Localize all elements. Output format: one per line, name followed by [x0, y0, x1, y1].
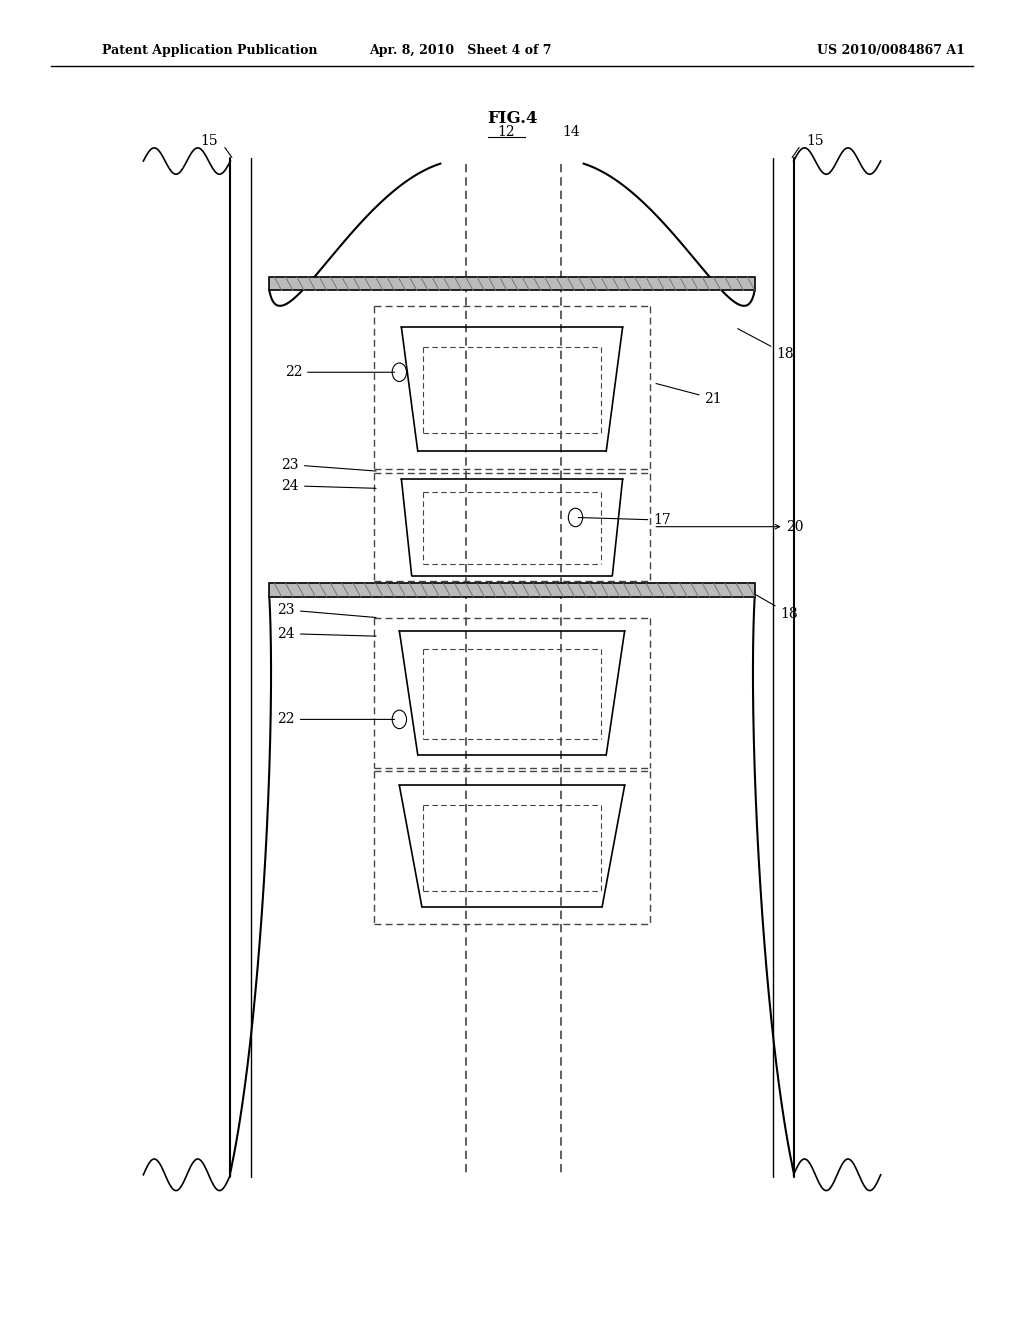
Text: 18: 18 — [750, 591, 798, 620]
Polygon shape — [269, 277, 755, 290]
Text: 24: 24 — [282, 479, 376, 492]
Text: 12: 12 — [497, 125, 515, 139]
Text: 23: 23 — [282, 458, 376, 471]
Text: 22: 22 — [285, 366, 394, 379]
Text: 24: 24 — [278, 627, 376, 640]
Text: 22: 22 — [278, 713, 394, 726]
Text: 20: 20 — [656, 520, 804, 533]
Text: 21: 21 — [656, 384, 722, 405]
Text: Apr. 8, 2010   Sheet 4 of 7: Apr. 8, 2010 Sheet 4 of 7 — [370, 44, 552, 57]
Text: FIG.4: FIG.4 — [486, 111, 538, 127]
Text: 23: 23 — [278, 603, 376, 618]
Text: 15: 15 — [806, 135, 823, 148]
Text: 15: 15 — [201, 135, 218, 148]
Text: Patent Application Publication: Patent Application Publication — [102, 44, 317, 57]
Text: 18: 18 — [737, 329, 794, 360]
Polygon shape — [269, 583, 755, 597]
Text: 17: 17 — [579, 513, 671, 527]
Text: US 2010/0084867 A1: US 2010/0084867 A1 — [817, 44, 965, 57]
Text: 14: 14 — [562, 125, 581, 139]
